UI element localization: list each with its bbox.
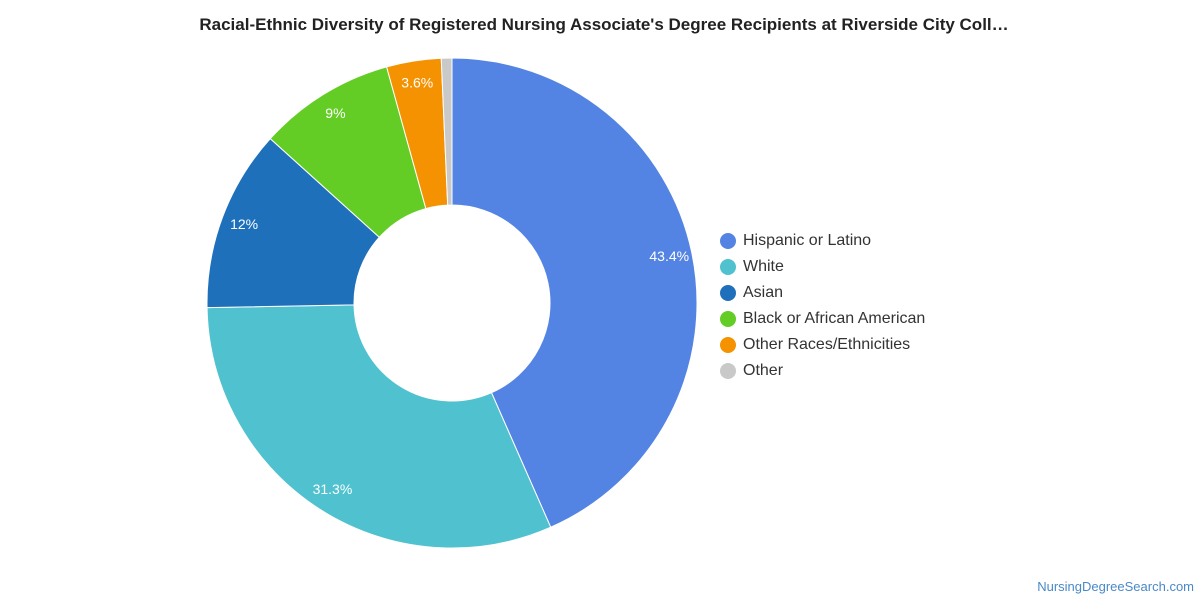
legend-swatch [720, 337, 736, 353]
legend-swatch [720, 363, 736, 379]
slice-label-other-races-ethnicities: 3.6% [401, 74, 433, 90]
legend-swatch [720, 259, 736, 275]
legend-swatch [720, 285, 736, 301]
donut-chart: 43.4% 31.3% 12% 9% 3.6% [206, 57, 698, 549]
slice-white[interactable] [206, 304, 552, 549]
legend-label: Other [743, 362, 784, 379]
slice-label-hispanic-or-latino: 43.4% [649, 248, 689, 264]
slice-other[interactable] [440, 57, 453, 206]
legend-item-black-or-african-american[interactable]: Black or African American [720, 306, 925, 332]
legend-label: White [743, 258, 784, 275]
watermark-link[interactable]: NursingDegreeSearch.com [1037, 579, 1194, 594]
legend-swatch [720, 233, 736, 249]
legend-item-hispanic-or-latino[interactable]: Hispanic or Latino [720, 228, 925, 254]
legend-swatch [720, 311, 736, 327]
chart-legend: Hispanic or Latino White Asian Black or Afr… [720, 228, 925, 384]
slice-label-asian: 12% [230, 216, 258, 232]
legend-item-white[interactable]: White [720, 254, 925, 280]
chart-title: Racial-Ethnic Diversity of Registered Nu… [199, 15, 1009, 34]
legend-item-other-races-ethnicities[interactable]: Other Races/Ethnicities [720, 332, 925, 358]
slice-asian[interactable] [206, 137, 381, 309]
legend-item-other[interactable]: Other [720, 358, 925, 384]
legend-item-asian[interactable]: Asian [720, 280, 925, 306]
legend-label: Other Races/Ethnicities [743, 336, 911, 353]
slice-hispanic-or-latino[interactable] [451, 57, 698, 528]
slice-label-black-or-african-american: 9% [325, 105, 345, 121]
legend-label: Black or African American [743, 310, 926, 327]
slice-label-white: 31.3% [313, 481, 353, 497]
legend-label: Asian [743, 284, 784, 301]
legend-label: Hispanic or Latino [743, 232, 872, 249]
